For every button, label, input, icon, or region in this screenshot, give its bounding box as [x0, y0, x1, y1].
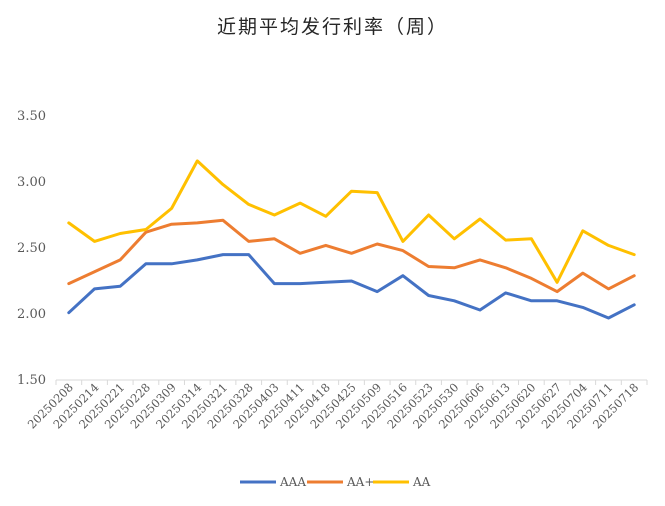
y-axis-ticks: 1.50 2.00 2.50 3.00 3.50: [17, 109, 46, 388]
legend[interactable]: AAA AA+ AA: [240, 475, 431, 489]
x-axis: 2025020820250214202502212025022820250309…: [25, 379, 648, 432]
y-tick-label: 2.00: [17, 307, 46, 322]
chart-title: 近期平均发行利率（周）: [216, 16, 448, 38]
y-tick-label: 1.50: [17, 373, 46, 388]
legend-label: AA+: [346, 475, 374, 489]
y-tick-label: 3.00: [17, 175, 46, 190]
legend-label: AA: [412, 475, 431, 489]
series-line-aa-plus: [67, 218, 636, 294]
y-tick-label: 2.50: [17, 241, 46, 256]
legend-label: AAA: [279, 475, 306, 489]
series-line-aaa: [67, 253, 636, 320]
series-lines: [67, 159, 636, 320]
series-line-aa: [67, 159, 636, 284]
y-tick-label: 3.50: [17, 109, 46, 124]
